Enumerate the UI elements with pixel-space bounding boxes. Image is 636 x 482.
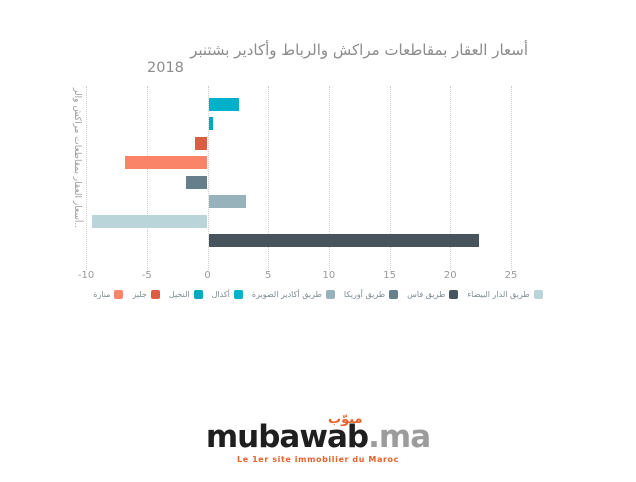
legend-swatch-route-ourika (389, 290, 399, 299)
x-tick-label--5: -5 (141, 270, 152, 281)
bar-menara[interactable] (124, 156, 208, 169)
legend-swatch-route-casablanca (533, 290, 543, 299)
x-tick-label-15: 15 (383, 270, 396, 281)
legend-swatch-ennakhil (193, 290, 203, 299)
legend-swatch-menara (114, 290, 124, 299)
legend-item-menara[interactable]: منارة (93, 290, 124, 299)
gridline-x--5 (146, 86, 148, 270)
legend-swatch-route-agadir-essaouira (325, 290, 335, 299)
gridline-x-20 (450, 86, 452, 270)
gridline-x-0 (207, 86, 209, 270)
legend-swatch-gueliz (150, 290, 160, 299)
bar-ennakhil[interactable] (208, 117, 214, 130)
legend-item-ennakhil[interactable]: النخيل (169, 290, 203, 299)
legend-item-route-casablanca[interactable]: طريق الدار البيضاء (467, 290, 543, 299)
bar-route-fes[interactable] (208, 234, 480, 247)
x-tick-label-10: 10 (322, 270, 336, 281)
bar-route-casablanca[interactable] (92, 214, 208, 228)
x-tick-label-0: 0 (204, 270, 211, 281)
bar-gueliz[interactable] (195, 136, 208, 150)
bar-route-ourika[interactable] (185, 175, 208, 189)
chart-title: أسعار العقار بمقاطعات مراكش والرباط وأكا… (190, 41, 528, 59)
legend-item-route-fes[interactable]: طريق فاس (407, 290, 459, 299)
gridline-x-10 (328, 86, 330, 270)
legend-label-gueliz: جليز (132, 290, 147, 299)
bar-route-agadir-essaouira[interactable] (208, 195, 247, 208)
legend-label-route-ourika: طريق أوريكا (343, 290, 386, 299)
legend-item-route-ourika[interactable]: طريق أوريكا (343, 290, 399, 299)
legend-label-route-fes: طريق فاس (407, 290, 446, 299)
chart-title-year: 2018 (147, 60, 184, 76)
logo-wordmark-tld: .ma (368, 419, 431, 455)
bar-agdal[interactable] (208, 97, 239, 111)
logo-tagline: Le 1er site immobilier du Maroc (237, 455, 399, 464)
logo-wordmark-name: mubawab (205, 419, 369, 455)
x-tick-label-5: 5 (265, 270, 272, 281)
legend-swatch-route-fes (449, 290, 459, 299)
x-tick-label-25: 25 (504, 270, 518, 281)
gridline-x-25 (511, 86, 512, 270)
x-tick-label--10: -10 (77, 270, 95, 281)
legend-swatch-agdal (233, 290, 243, 299)
logo-wordmark: mubawab.ma (0, 422, 636, 453)
gridline-x--10 (86, 86, 88, 270)
legend-label-agdal: أكدال (211, 290, 230, 299)
x-tick-label-20: 20 (443, 270, 457, 281)
logo-arabic-mark: مبوّب (328, 412, 363, 427)
legend-item-agdal[interactable]: أكدال (212, 290, 243, 299)
legend-item-gueliz[interactable]: جليز (132, 290, 160, 299)
legend-label-route-casablanca: طريق الدار البيضاء (467, 290, 530, 299)
gridline-x-5 (268, 86, 270, 270)
legend-item-route-agadir-essaouira[interactable]: طريق أكادير الصويرة (252, 290, 335, 299)
legend-label-ennakhil: النخيل (168, 290, 190, 299)
legend-label-menara: منارة (93, 290, 111, 299)
chart-legend: منارة جليز النخيل أكدال طريق أكادير الصويرة ط… (0, 290, 636, 299)
gridline-x-15 (389, 86, 391, 270)
legend-label-route-agadir-essaouira: طريق أكادير الصويرة (251, 290, 322, 299)
